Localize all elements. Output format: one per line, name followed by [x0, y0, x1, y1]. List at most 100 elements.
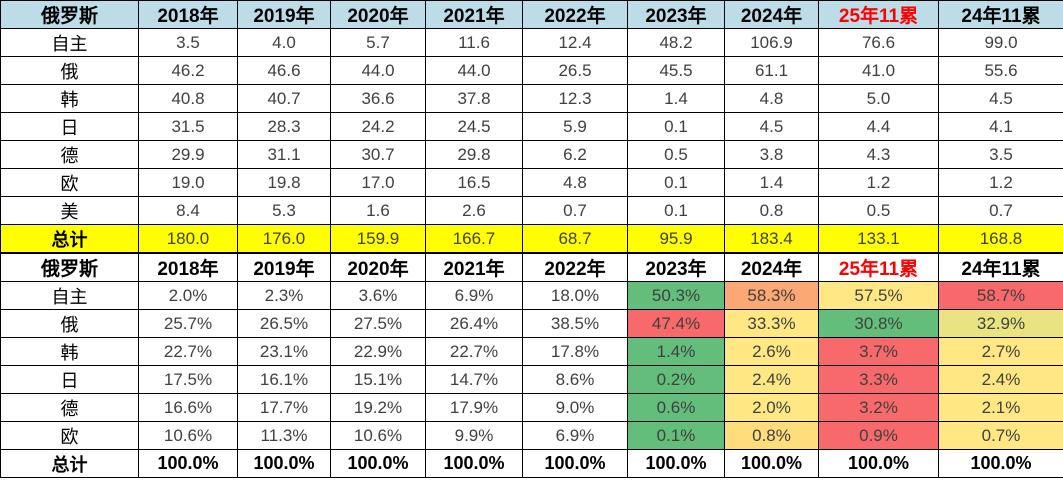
value-cell: 19.2%: [330, 393, 426, 422]
value-cell: 2.0%: [138, 281, 238, 310]
row-label-cell: 美: [0, 196, 139, 225]
value-cell: 30.7: [330, 140, 426, 169]
value-cell: 10.6%: [330, 421, 426, 450]
value-cell: 0.6%: [627, 393, 725, 422]
year-header-cell: 2024年: [724, 253, 819, 282]
value-cell: 9.9%: [425, 421, 523, 450]
row-label-cell: 俄: [0, 309, 139, 338]
value-cell: 95.9: [627, 224, 725, 253]
value-cell: 0.7: [938, 196, 1063, 225]
value-cell: 100.0%: [724, 449, 819, 478]
value-cell: 4.0: [237, 28, 331, 57]
year-header-cell: 2024年: [724, 0, 819, 29]
value-cell: 100.0%: [425, 449, 523, 478]
value-cell: 58.3%: [724, 281, 819, 310]
value-cell: 19.0: [138, 168, 238, 197]
total-row: 总计 100.0% 100.0% 100.0% 100.0% 100.0% 100.0% 10…: [0, 449, 1063, 478]
value-cell: 44.0: [330, 56, 426, 85]
year-header-cell: 2019年: [237, 253, 331, 282]
row-label-cell: 自主: [0, 281, 139, 310]
value-cell: 99.0: [938, 28, 1063, 57]
value-cell: 0.7: [522, 196, 628, 225]
value-cell: 0.8: [724, 196, 819, 225]
row-label-cell: 欧: [0, 168, 139, 197]
value-cell: 0.9%: [818, 421, 939, 450]
value-cell: 17.0: [330, 168, 426, 197]
data-row: 自主 2.0% 2.3% 3.6% 6.9% 18.0% 50.3% 58.3% 57.5% 58…: [0, 281, 1063, 310]
value-cell: 1.6: [330, 196, 426, 225]
value-cell: 100.0%: [237, 449, 331, 478]
value-cell: 17.5%: [138, 365, 238, 394]
value-cell: 1.4: [724, 168, 819, 197]
value-cell: 0.2%: [627, 365, 725, 394]
value-cell: 1.4%: [627, 337, 725, 366]
value-cell: 40.8: [138, 84, 238, 113]
year-header-cell: 2021年: [425, 253, 523, 282]
value-cell: 4.5: [938, 84, 1063, 113]
value-cell: 23.1%: [237, 337, 331, 366]
value-cell: 168.8: [938, 224, 1063, 253]
corner-header-cell: 俄罗斯: [0, 253, 139, 282]
value-cell: 14.7%: [425, 365, 523, 394]
value-cell: 3.7%: [818, 337, 939, 366]
share-table: 俄罗斯 2018年 2019年 2020年 2021年 2022年 2023年 2024年 25…: [0, 253, 1063, 478]
value-cell: 26.5%: [237, 309, 331, 338]
data-row: 俄 46.2 46.6 44.0 44.0 26.5 45.5 61.1 41.0 55.6: [0, 56, 1063, 85]
value-cell: 6.2: [522, 140, 628, 169]
value-cell: 44.0: [425, 56, 523, 85]
value-cell: 24.5: [425, 112, 523, 141]
value-cell: 4.8: [522, 168, 628, 197]
year-header-cell: 2018年: [138, 253, 238, 282]
value-cell: 38.5%: [522, 309, 628, 338]
value-cell: 26.4%: [425, 309, 523, 338]
year-header-cell: 2020年: [330, 0, 426, 29]
value-cell: 27.5%: [330, 309, 426, 338]
data-row: 日 17.5% 16.1% 15.1% 14.7% 8.6% 0.2% 2.4% 3.3% 2.4…: [0, 365, 1063, 394]
year-header-cell: 2019年: [237, 0, 331, 29]
row-label-cell: 韩: [0, 337, 139, 366]
value-cell: 31.5: [138, 112, 238, 141]
year-header-cell: 2023年: [627, 253, 725, 282]
value-cell: 1.2: [938, 168, 1063, 197]
value-cell: 45.5: [627, 56, 725, 85]
value-cell: 0.1%: [627, 421, 725, 450]
value-cell: 5.9: [522, 112, 628, 141]
data-row: 欧 10.6% 11.3% 10.6% 9.9% 6.9% 0.1% 0.8% 0.9% 0.7%: [0, 421, 1063, 450]
value-cell: 5.3: [237, 196, 331, 225]
value-cell: 47.4%: [627, 309, 725, 338]
value-cell: 50.3%: [627, 281, 725, 310]
value-cell: 2.6%: [724, 337, 819, 366]
value-cell: 3.6%: [330, 281, 426, 310]
header-row: 俄罗斯 2018年 2019年 2020年 2021年 2022年 2023年 2024年 25…: [0, 0, 1063, 29]
value-cell: 22.7%: [138, 337, 238, 366]
value-cell: 100.0%: [522, 449, 628, 478]
value-cell: 4.5: [724, 112, 819, 141]
value-cell: 40.7: [237, 84, 331, 113]
value-cell: 2.4%: [938, 365, 1063, 394]
row-label-cell: 日: [0, 112, 139, 141]
value-cell: 22.7%: [425, 337, 523, 366]
value-cell: 180.0: [138, 224, 238, 253]
value-cell: 15.1%: [330, 365, 426, 394]
row-label-cell: 日: [0, 365, 139, 394]
total-row: 总计 180.0 176.0 159.9 166.7 68.7 95.9 183.4 133.1…: [0, 224, 1063, 253]
value-cell: 166.7: [425, 224, 523, 253]
value-cell: 3.3%: [818, 365, 939, 394]
year-header-cell: 25年11累: [818, 0, 939, 29]
value-cell: 10.6%: [138, 421, 238, 450]
value-cell: 32.9%: [938, 309, 1063, 338]
data-row: 欧 19.0 19.8 17.0 16.5 4.8 0.1 1.4 1.2 1.2: [0, 168, 1063, 197]
header-row: 俄罗斯 2018年 2019年 2020年 2021年 2022年 2023年 2024年 25…: [0, 253, 1063, 282]
value-cell: 100.0%: [938, 449, 1063, 478]
value-cell: 2.4%: [724, 365, 819, 394]
value-cell: 16.6%: [138, 393, 238, 422]
value-cell: 106.9: [724, 28, 819, 57]
value-cell: 61.1: [724, 56, 819, 85]
value-cell: 16.1%: [237, 365, 331, 394]
value-cell: 28.3: [237, 112, 331, 141]
row-label-cell: 韩: [0, 84, 139, 113]
value-cell: 100.0%: [627, 449, 725, 478]
value-cell: 29.8: [425, 140, 523, 169]
row-label-cell: 总计: [0, 449, 139, 478]
value-cell: 55.6: [938, 56, 1063, 85]
